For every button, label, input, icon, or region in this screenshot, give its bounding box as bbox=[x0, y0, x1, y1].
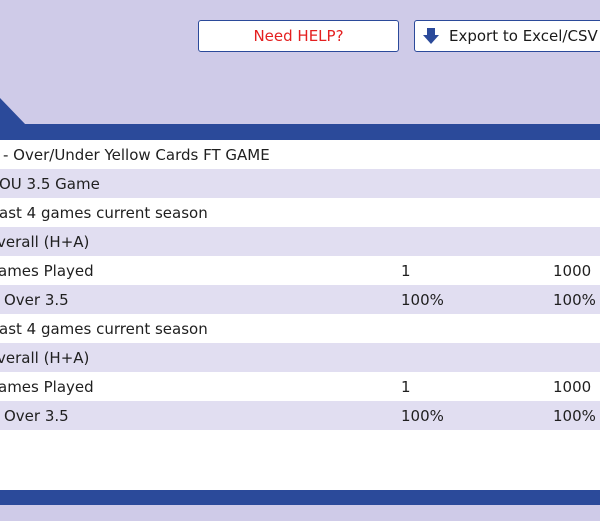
row-value-2: 100% bbox=[553, 291, 596, 309]
row-label: ames Played bbox=[0, 262, 94, 280]
table-row: OU 3.5 Game bbox=[0, 169, 600, 198]
row-value-2: 100% bbox=[553, 407, 596, 425]
row-label: OU 3.5 Game bbox=[0, 175, 100, 193]
row-label: ames Played bbox=[0, 378, 94, 396]
need-help-label: Need HELP? bbox=[253, 27, 344, 45]
row-value-2: 1000 bbox=[553, 262, 592, 280]
row-value-2: 1000 bbox=[553, 378, 592, 396]
row-label: verall (H+A) bbox=[0, 233, 90, 251]
row-label: verall (H+A) bbox=[0, 349, 90, 367]
table-row: ast 4 games current season bbox=[0, 314, 600, 343]
row-label: - Over/Under Yellow Cards FT GAME bbox=[3, 146, 270, 164]
table-footer-bar bbox=[0, 490, 600, 505]
row-label: Over 3.5 bbox=[4, 291, 69, 309]
export-excel-csv-button[interactable]: Export to Excel/CSV bbox=[414, 20, 600, 52]
header-corner-tab bbox=[0, 98, 26, 125]
need-help-button[interactable]: Need HELP? bbox=[198, 20, 399, 52]
stats-table: - Over/Under Yellow Cards FT GAME OU 3.5… bbox=[0, 140, 600, 490]
table-header-bar bbox=[0, 124, 600, 140]
table-row: - Over/Under Yellow Cards FT GAME bbox=[0, 140, 600, 169]
row-value-1: 100% bbox=[401, 407, 444, 425]
row-label: ast 4 games current season bbox=[0, 320, 208, 338]
table-row: ames Played 1 1000 bbox=[0, 256, 600, 285]
table-row: ast 4 games current season bbox=[0, 198, 600, 227]
row-value-1: 1 bbox=[401, 262, 411, 280]
row-label: Over 3.5 bbox=[4, 407, 69, 425]
table-row: verall (H+A) bbox=[0, 343, 600, 372]
export-label: Export to Excel/CSV bbox=[449, 27, 598, 45]
arrow-down-icon bbox=[423, 28, 439, 44]
row-value-1: 1 bbox=[401, 378, 411, 396]
table-row: ames Played 1 1000 bbox=[0, 372, 600, 401]
table-row: verall (H+A) bbox=[0, 227, 600, 256]
row-label: ast 4 games current season bbox=[0, 204, 208, 222]
table-row: Over 3.5 100% 100% bbox=[0, 285, 600, 314]
table-row: Over 3.5 100% 100% bbox=[0, 401, 600, 430]
row-value-1: 100% bbox=[401, 291, 444, 309]
